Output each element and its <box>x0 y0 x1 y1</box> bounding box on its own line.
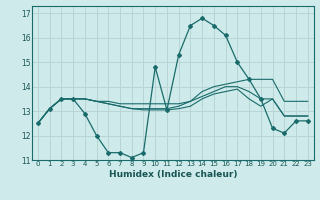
X-axis label: Humidex (Indice chaleur): Humidex (Indice chaleur) <box>108 170 237 179</box>
